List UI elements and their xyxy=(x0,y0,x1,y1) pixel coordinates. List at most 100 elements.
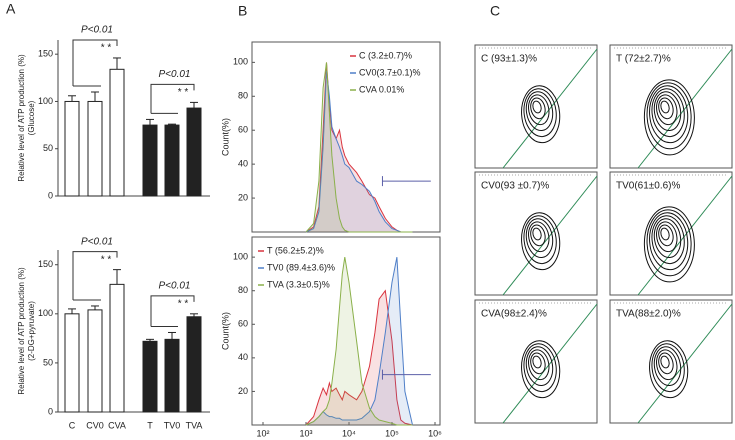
bracket xyxy=(150,295,195,327)
contour-frame xyxy=(474,44,598,169)
legend-label: CVA 0.01% xyxy=(359,84,404,94)
significance: * * xyxy=(101,254,112,265)
contour xyxy=(521,340,561,399)
plot-frame xyxy=(251,236,441,426)
histogram-curve xyxy=(305,257,413,426)
contour xyxy=(651,343,685,393)
panel-label: C xyxy=(490,3,500,19)
bar xyxy=(64,100,80,197)
bracket xyxy=(150,83,195,114)
diagonal-gate xyxy=(637,175,733,296)
contour xyxy=(653,218,682,259)
diagonal-gate xyxy=(502,48,598,169)
y-tick-label: 50 xyxy=(43,143,53,153)
histogram-curve xyxy=(305,70,413,233)
y-tick-label: 80 xyxy=(238,285,248,295)
y-tick-label: 20 xyxy=(238,386,248,396)
contour xyxy=(528,221,550,253)
contour xyxy=(646,209,692,277)
contour xyxy=(528,349,550,381)
contour xyxy=(532,227,542,241)
panel-label: A xyxy=(6,1,16,17)
contour xyxy=(523,215,557,265)
y-axis-label: (2-DG+pyruvate) xyxy=(27,301,36,361)
x-tick-label: C xyxy=(69,420,76,430)
contour xyxy=(660,355,670,369)
bar xyxy=(164,338,180,413)
histogram-curve xyxy=(305,62,413,233)
bracket xyxy=(72,251,118,300)
y-tick-label: 150 xyxy=(38,49,53,59)
contour xyxy=(521,85,561,144)
contour xyxy=(530,224,546,247)
p-value: P<0.01 xyxy=(81,236,113,247)
contour xyxy=(649,85,689,144)
y-axis-label: Count(%) xyxy=(220,312,230,350)
contour-frame xyxy=(609,171,733,296)
contour xyxy=(521,212,561,271)
x-tick-label: 10³ xyxy=(299,428,312,438)
y-tick-label: 150 xyxy=(38,259,53,269)
bar xyxy=(164,124,180,197)
contour xyxy=(656,349,678,381)
contour xyxy=(532,100,542,114)
y-axis-label: (Glucose) xyxy=(27,100,36,135)
p-value: P<0.01 xyxy=(159,69,191,80)
y-tick-label: 0 xyxy=(48,406,53,416)
contour xyxy=(658,224,674,247)
contour xyxy=(643,79,695,156)
diagonal-gate xyxy=(637,48,733,169)
bar xyxy=(87,309,103,413)
legend-label: T (56.2±5.2)% xyxy=(267,245,324,255)
contour xyxy=(525,218,554,259)
contour xyxy=(528,94,550,126)
diagonal-gate xyxy=(502,303,598,424)
bracket xyxy=(72,39,118,86)
x-tick-label: TVA xyxy=(186,420,203,430)
contour-label: CVA(98±2.4)% xyxy=(481,309,547,320)
panel-label: B xyxy=(238,3,247,19)
y-tick-label: 100 xyxy=(233,252,248,262)
contour xyxy=(532,355,542,369)
y-tick-label: 50 xyxy=(43,357,53,367)
y-axis-label: Relative level of ATP production (%) xyxy=(17,267,26,395)
contour-frame xyxy=(609,44,733,169)
x-tick-label: 10⁴ xyxy=(342,428,356,438)
contour-label: TV0(61±0.6)% xyxy=(616,181,681,192)
contour xyxy=(649,212,689,271)
contour xyxy=(646,82,692,150)
x-tick-label: 10⁵ xyxy=(385,428,399,438)
contour-label: CV0(93 ±0.7)% xyxy=(481,181,549,192)
diagonal-gate xyxy=(502,175,598,296)
histogram-curve xyxy=(305,289,413,426)
y-tick-label: 60 xyxy=(238,125,248,135)
x-tick-label: CVA xyxy=(108,420,126,430)
bar xyxy=(142,340,158,413)
p-value: P<0.01 xyxy=(81,25,113,36)
bar xyxy=(109,283,125,413)
contour-label: TVA(88±2.0)% xyxy=(616,309,681,320)
contour xyxy=(530,352,546,375)
y-tick-label: 100 xyxy=(38,96,53,106)
x-tick-label: 10⁶ xyxy=(428,428,442,438)
histogram-curve xyxy=(305,257,413,426)
contour xyxy=(653,346,682,387)
histogram-curve xyxy=(305,62,413,233)
bar xyxy=(142,124,158,197)
contour-label: C (93±1.3)% xyxy=(481,54,537,65)
y-tick-label: 40 xyxy=(238,159,248,169)
contour xyxy=(643,206,695,283)
significance: * * xyxy=(178,298,189,309)
bar xyxy=(109,68,125,197)
contour-frame xyxy=(609,299,733,424)
contour xyxy=(656,221,678,253)
contour xyxy=(523,343,557,393)
y-tick-label: 100 xyxy=(38,308,53,318)
y-axis-label: Count(%) xyxy=(220,118,230,156)
significance: * * xyxy=(101,43,112,54)
y-tick-label: 100 xyxy=(233,57,248,67)
significance: * * xyxy=(178,87,189,98)
bar xyxy=(64,313,80,413)
contour-frame xyxy=(474,299,598,424)
